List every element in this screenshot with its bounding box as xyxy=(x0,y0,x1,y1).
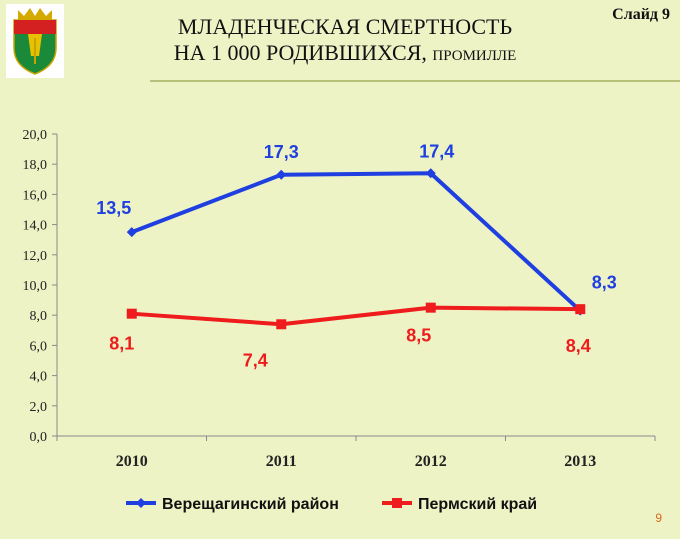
legend-marker xyxy=(136,498,146,508)
coat-of-arms-logo xyxy=(6,4,64,78)
title-line-2-main: НА 1 000 РОДИВШИХСЯ, xyxy=(173,40,433,65)
title-line-2-unit: ПРОМИЛЛЕ xyxy=(432,48,517,64)
slide-label: Слайд 9 xyxy=(612,6,670,23)
page-title: МЛАДЕНЧЕСКАЯ СМЕРТНОСТЬ НА 1 000 РОДИВШИ… xyxy=(120,14,570,69)
y-tick-label: 18,0 xyxy=(23,158,48,173)
data-label: 7,4 xyxy=(243,350,268,370)
y-tick-label: 2,0 xyxy=(30,400,48,415)
x-tick-label: 2012 xyxy=(415,453,447,470)
data-label: 13,5 xyxy=(96,198,131,218)
data-label: 17,3 xyxy=(264,142,299,162)
y-tick-label: 0,0 xyxy=(30,430,48,445)
title-divider xyxy=(150,80,680,82)
data-label: 8,5 xyxy=(406,326,431,346)
title-line-1: МЛАДЕНЧЕСКАЯ СМЕРТНОСТЬ xyxy=(177,14,513,39)
legend-label: Пермский край xyxy=(418,496,537,513)
x-tick-label: 2010 xyxy=(116,453,148,470)
y-tick-label: 8,0 xyxy=(30,309,48,324)
y-tick-label: 16,0 xyxy=(23,188,48,203)
data-label: 17,4 xyxy=(419,141,454,161)
data-label: 8,1 xyxy=(109,334,134,354)
series-line-1 xyxy=(131,171,582,313)
legend-marker xyxy=(392,498,402,508)
legend-label: Верещагинский район xyxy=(162,496,339,513)
y-tick-label: 12,0 xyxy=(23,249,48,264)
data-label: 8,4 xyxy=(566,336,591,356)
data-point-marker xyxy=(276,169,287,180)
y-tick-label: 20,0 xyxy=(23,128,48,143)
data-point-marker xyxy=(425,168,436,179)
data-point-marker xyxy=(126,227,137,238)
data-point-marker xyxy=(425,302,436,313)
y-tick-label: 4,0 xyxy=(30,370,48,385)
y-tick-label: 14,0 xyxy=(23,219,48,234)
y-tick-label: 10,0 xyxy=(23,279,48,294)
data-point-marker xyxy=(575,304,586,315)
x-tick-label: 2013 xyxy=(564,453,596,470)
title-line-2: НА 1 000 РОДИВШИХСЯ, ПРОМИЛЛЕ xyxy=(120,40,570,69)
data-label: 8,3 xyxy=(592,273,617,293)
x-tick-label: 2011 xyxy=(266,453,297,470)
page-number: 9 xyxy=(655,511,662,525)
y-tick-label: 6,0 xyxy=(30,339,48,354)
data-point-marker xyxy=(126,308,137,319)
data-point-marker xyxy=(276,319,287,330)
series-line-2 xyxy=(131,305,581,327)
coat-of-arms-icon xyxy=(13,8,57,75)
